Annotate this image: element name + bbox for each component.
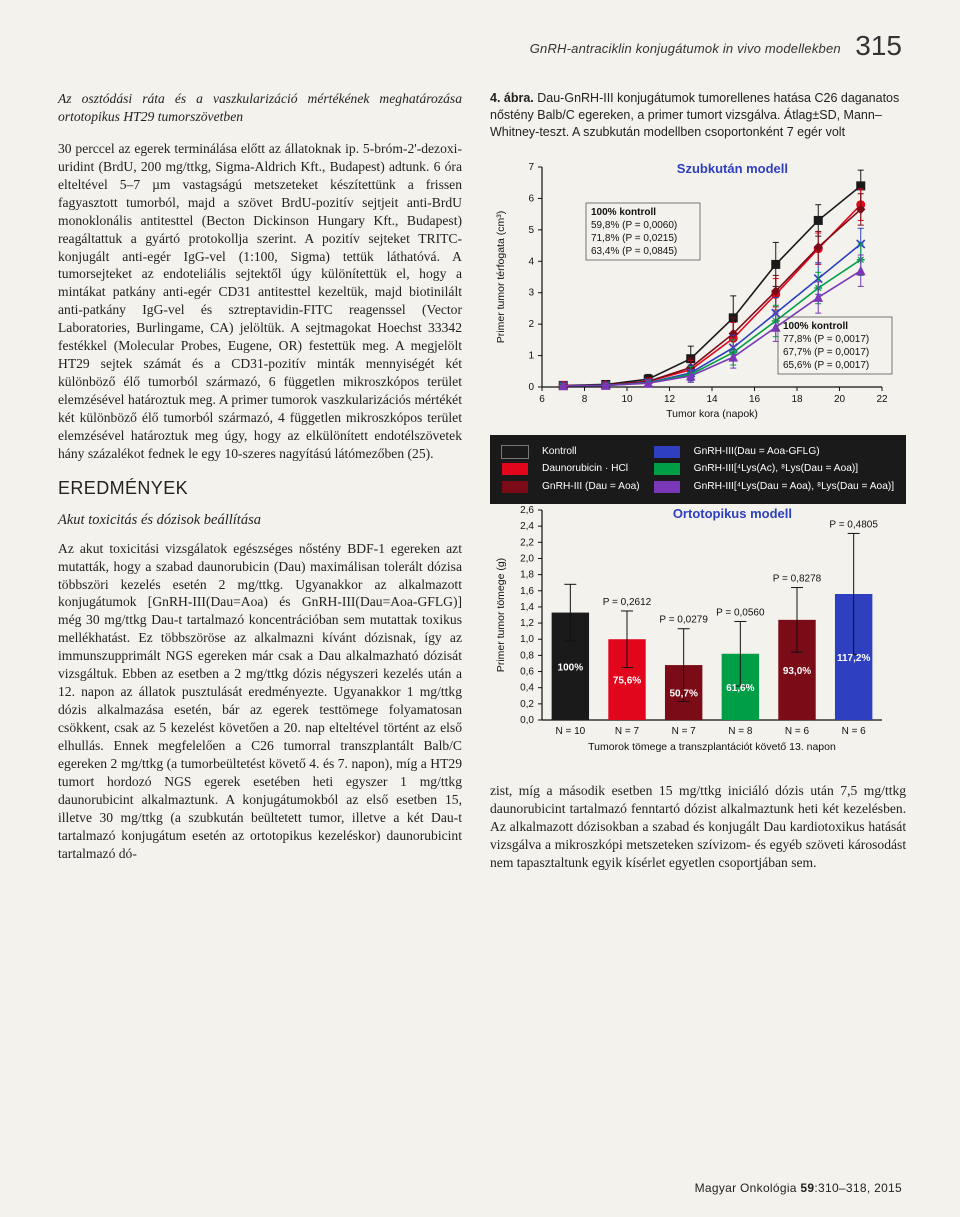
svg-text:10: 10 (621, 394, 633, 405)
results-para: Az akut toxicitási vizsgálatok egészsége… (58, 540, 462, 863)
svg-text:6: 6 (528, 193, 534, 204)
legend-swatch (502, 463, 528, 475)
methods-subhead: Az osztódási ráta és a vaszkularizáció m… (58, 90, 462, 126)
svg-text:67,7% (P = 0,0017): 67,7% (P = 0,0017) (783, 347, 869, 358)
svg-text:0: 0 (528, 382, 534, 393)
right-column: 4. ábra. Dau-GnRH-III konjugátumok tumor… (490, 90, 906, 872)
svg-text:1,4: 1,4 (520, 602, 534, 613)
svg-text:Tumor kora (napok): Tumor kora (napok) (666, 408, 758, 420)
legend-swatch (502, 481, 528, 493)
svg-text:7: 7 (528, 162, 534, 173)
legend-label: GnRH-III[⁴Lys(Dau = Aoa), ⁸Lys(Dau = Aoa… (694, 480, 894, 494)
svg-text:3: 3 (528, 287, 534, 298)
svg-text:75,6%: 75,6% (613, 676, 641, 687)
legend-label: GnRH-III (Dau = Aoa) (542, 480, 640, 494)
svg-text:Szubkután modell: Szubkután modell (677, 161, 788, 176)
svg-text:2: 2 (528, 319, 534, 330)
svg-text:0,4: 0,4 (520, 683, 534, 694)
bar-chart-svg: 0,0 0,2 0,4 0,6 0,8 1,0 1,2 1,4 1,6 1,8 2,0 2,2 2,4 2… (490, 504, 900, 764)
legend-label: Kontroll (542, 445, 640, 459)
svg-text:117,2%: 117,2% (837, 653, 870, 664)
figure-4-bottom-chart: 0,0 0,2 0,4 0,6 0,8 1,0 1,2 1,4 1,6 1,8 2,0 2,2 2,4 2… (490, 504, 900, 764)
svg-text:Tumorok tömege a transzplantác: Tumorok tömege a transzplantációt követő… (588, 741, 836, 753)
svg-text:6: 6 (539, 394, 545, 405)
legend-swatch (502, 446, 528, 458)
svg-text:0,8: 0,8 (520, 650, 534, 661)
svg-text:N = 6: N = 6 (785, 726, 810, 737)
figure-caption: 4. ábra. Dau-GnRH-III konjugátumok tumor… (490, 90, 906, 141)
page-number: 315 (855, 30, 902, 61)
journal-volume: 59 (800, 1181, 814, 1195)
svg-text:0,6: 0,6 (520, 666, 534, 677)
legend-swatch (654, 463, 680, 475)
svg-text:Ortotopikus modell: Ortotopikus modell (673, 506, 792, 521)
svg-text:2,2: 2,2 (520, 537, 534, 548)
svg-text:P = 0,8278: P = 0,8278 (773, 573, 822, 584)
journal-name: Magyar Onkológia (695, 1181, 801, 1195)
svg-text:N = 7: N = 7 (615, 726, 640, 737)
svg-text:12: 12 (664, 394, 676, 405)
journal-pages: :310–318, 2015 (814, 1181, 902, 1195)
legend-label: Daunorubicin · HCl (542, 462, 640, 476)
svg-text:1: 1 (528, 350, 534, 361)
running-head-title: GnRH-antraciklin konjugátumok in vivo mo… (530, 41, 841, 56)
legend-label: GnRH-III(Dau = Aoa-GFLG) (694, 445, 894, 459)
svg-text:5: 5 (528, 224, 534, 235)
svg-text:1,6: 1,6 (520, 586, 534, 597)
svg-text:4: 4 (528, 256, 534, 267)
legend-swatch (654, 446, 680, 458)
svg-text:71,8% (P = 0,0215): 71,8% (P = 0,0215) (591, 233, 677, 244)
svg-text:Primer tumor tömege (g): Primer tumor tömege (g) (495, 558, 507, 672)
right-tail-para: zist, míg a második esetben 15 mg/ttkg i… (490, 782, 906, 872)
svg-text:18: 18 (791, 394, 803, 405)
svg-text:0,2: 0,2 (520, 699, 534, 710)
line-chart-svg: 012345676810121416182022Szubkután modell… (490, 155, 900, 425)
svg-text:65,6% (P = 0,0017): 65,6% (P = 0,0017) (783, 360, 869, 371)
svg-text:93,0%: 93,0% (783, 666, 811, 677)
svg-text:N = 8: N = 8 (728, 726, 753, 737)
svg-text:1,0: 1,0 (520, 634, 534, 645)
svg-text:100% kontroll: 100% kontroll (591, 207, 656, 218)
svg-text:100% kontroll: 100% kontroll (783, 321, 848, 332)
figure-4-top-chart: 012345676810121416182022Szubkután modell… (490, 155, 900, 425)
svg-text:14: 14 (706, 394, 718, 405)
svg-text:1,2: 1,2 (520, 618, 534, 629)
svg-text:16: 16 (749, 394, 761, 405)
svg-text:0,0: 0,0 (520, 715, 534, 726)
figure-label: 4. ábra. (490, 91, 534, 105)
svg-text:Primer tumor térfogata (cm³): Primer tumor térfogata (cm³) (495, 210, 507, 342)
svg-text:59,8% (P = 0,0060): 59,8% (P = 0,0060) (591, 220, 677, 231)
svg-text:N = 7: N = 7 (672, 726, 697, 737)
svg-text:77,8% (P = 0,0017): 77,8% (P = 0,0017) (783, 334, 869, 345)
svg-text:P = 0,4805: P = 0,4805 (829, 519, 878, 530)
svg-text:P = 0,0560: P = 0,0560 (716, 607, 765, 618)
svg-text:2,6: 2,6 (520, 505, 534, 516)
running-head: GnRH-antraciklin konjugátumok in vivo mo… (58, 30, 902, 62)
legend-label: GnRH-III[⁴Lys(Ac), ⁸Lys(Dau = Aoa)] (694, 462, 894, 476)
subsection-heading: Akut toxicitás és dózisok beállítása (58, 511, 462, 530)
svg-text:2,4: 2,4 (520, 521, 534, 532)
svg-text:2,0: 2,0 (520, 553, 534, 564)
svg-text:50,7%: 50,7% (669, 688, 697, 699)
svg-text:N = 10: N = 10 (555, 726, 585, 737)
svg-text:22: 22 (876, 394, 888, 405)
chart-legend: Kontroll GnRH-III(Dau = Aoa-GFLG) Daunorub… (490, 435, 906, 504)
svg-text:8: 8 (582, 394, 588, 405)
svg-text:63,4% (P = 0,0845): 63,4% (P = 0,0845) (591, 246, 677, 257)
svg-text:P = 0,2612: P = 0,2612 (603, 597, 652, 608)
svg-text:20: 20 (834, 394, 846, 405)
methods-para: 30 perccel az egerek terminálása előtt a… (58, 140, 462, 463)
svg-text:100%: 100% (558, 662, 584, 673)
svg-text:N = 6: N = 6 (842, 726, 867, 737)
footer: Magyar Onkológia 59:310–318, 2015 (695, 1181, 902, 1195)
svg-text:1,8: 1,8 (520, 570, 534, 581)
svg-text:P = 0,0279: P = 0,0279 (659, 615, 708, 626)
figure-caption-text: Dau-GnRH-III konjugátumok tumorellenes h… (490, 91, 899, 139)
section-heading-results: EREDMÉNYEK (58, 477, 462, 501)
legend-swatch (654, 481, 680, 493)
svg-text:61,6%: 61,6% (726, 683, 754, 694)
left-column: Az osztódási ráta és a vaszkularizáció m… (58, 90, 462, 872)
